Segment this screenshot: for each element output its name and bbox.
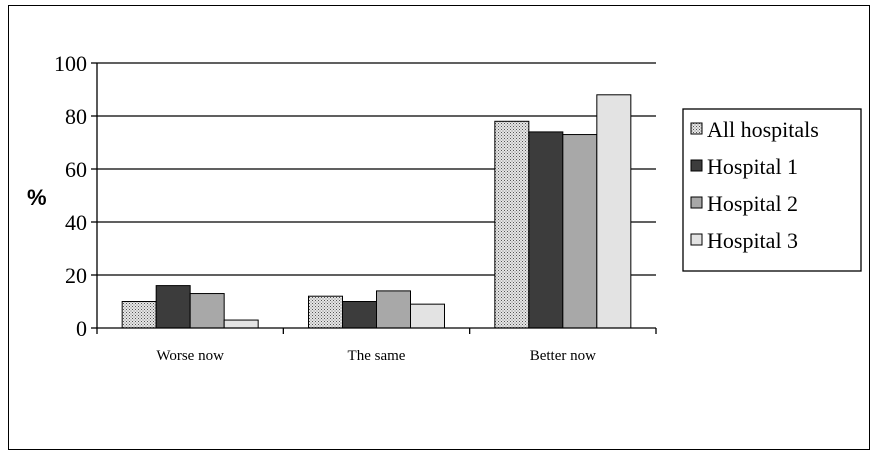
legend-box xyxy=(682,108,862,272)
y-tick-label: 40 xyxy=(65,210,87,235)
legend: All hospitals Hospital 1 Hospital 2 Hospita… xyxy=(682,108,862,272)
y-tick-label: 60 xyxy=(65,157,87,182)
y-tick-label: 100 xyxy=(54,51,87,76)
bar xyxy=(155,285,191,329)
legend-label: Hospital 2 xyxy=(707,191,798,216)
bar xyxy=(596,94,632,329)
legend-label: Hospital 1 xyxy=(707,154,798,179)
bar xyxy=(410,303,445,329)
bar xyxy=(308,295,343,329)
legend-label: Hospital 3 xyxy=(707,228,798,253)
y-tick-label: 20 xyxy=(65,263,87,288)
legend-swatch xyxy=(690,159,703,172)
bar xyxy=(494,120,530,329)
bar xyxy=(376,290,411,329)
bar xyxy=(189,293,225,329)
x-tick-label: Better now xyxy=(530,348,596,364)
y-tick-label: 0 xyxy=(76,316,87,341)
bar xyxy=(121,301,157,329)
bar xyxy=(528,131,564,329)
bars xyxy=(121,94,632,329)
legend-label: All hospitals xyxy=(707,117,819,142)
legend-swatch xyxy=(690,233,703,246)
bar xyxy=(342,301,377,329)
y-tick-label: 80 xyxy=(65,104,87,129)
axes: 0 20 40 60 80 100 Worse now The same Better now xyxy=(54,51,657,364)
x-tick-label: The same xyxy=(348,348,406,364)
y-axis-label: % xyxy=(27,185,47,210)
bar xyxy=(562,134,598,329)
bar xyxy=(223,319,259,329)
legend-swatch xyxy=(690,122,703,135)
x-tick-label: Worse now xyxy=(156,348,224,364)
legend-swatch xyxy=(690,196,703,209)
